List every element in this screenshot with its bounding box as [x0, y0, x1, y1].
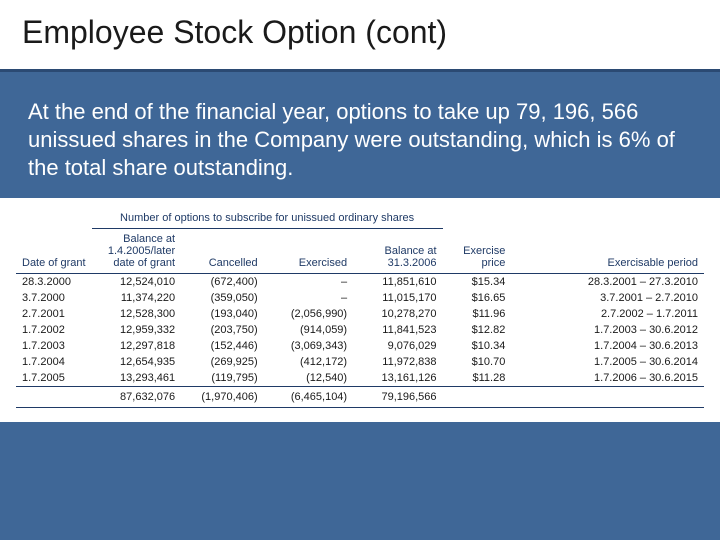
cell-bal-end: 11,851,610: [353, 274, 442, 291]
col-header-price: Exercise price: [443, 229, 512, 274]
table-totals-row: 87,632,076 (1,970,406) (6,465,104) 79,19…: [16, 387, 704, 408]
table-row: 2.7.2001 12,528,300 (193,040) (2,056,990…: [16, 306, 704, 322]
options-table: Number of options to subscribe for uniss…: [16, 208, 704, 408]
col-header-bal-end: Balance at 31.3.2006: [353, 229, 442, 274]
table-row: 3.7.2000 11,374,220 (359,050) – 11,015,1…: [16, 290, 704, 306]
cell-bal-start: 12,524,010: [92, 274, 181, 291]
cell-cancelled: (672,400): [181, 274, 264, 291]
table-group-header: Number of options to subscribe for uniss…: [92, 208, 443, 229]
table-row: 1.7.2005 13,293,461 (119,795) (12,540) 1…: [16, 370, 704, 387]
cell-exercised: –: [264, 274, 353, 291]
total-bal-start: 87,632,076: [92, 387, 181, 408]
table-row: 1.7.2002 12,959,332 (203,750) (914,059) …: [16, 322, 704, 338]
table-row: 1.7.2003 12,297,818 (152,446) (3,069,343…: [16, 338, 704, 354]
cell-period: 28.3.2001 – 27.3.2010: [511, 274, 704, 291]
col-header-exercised: Exercised: [264, 229, 353, 274]
body-area: At the end of the financial year, option…: [0, 72, 720, 194]
col-header-period: Exercisable period: [511, 229, 704, 274]
table-row: 1.7.2004 12,654,935 (269,925) (412,172) …: [16, 354, 704, 370]
cell-price: $15.34: [443, 274, 512, 291]
total-cancelled: (1,970,406): [181, 387, 264, 408]
title-band: Employee Stock Option (cont): [0, 0, 720, 72]
col-header-bal-start: Balance at 1.4.2005/later date of grant: [92, 229, 181, 274]
total-exercised: (6,465,104): [264, 387, 353, 408]
table-body: 28.3.2000 12,524,010 (672,400) – 11,851,…: [16, 274, 704, 408]
slide-title: Employee Stock Option (cont): [22, 14, 698, 51]
options-table-wrap: Number of options to subscribe for uniss…: [0, 198, 720, 422]
cell-date: 28.3.2000: [16, 274, 92, 291]
total-bal-end: 79,196,566: [353, 387, 442, 408]
col-header-cancelled: Cancelled: [181, 229, 264, 274]
table-row: 28.3.2000 12,524,010 (672,400) – 11,851,…: [16, 274, 704, 291]
slide-body-text: At the end of the financial year, option…: [28, 98, 692, 182]
col-header-date: Date of grant: [16, 229, 92, 274]
